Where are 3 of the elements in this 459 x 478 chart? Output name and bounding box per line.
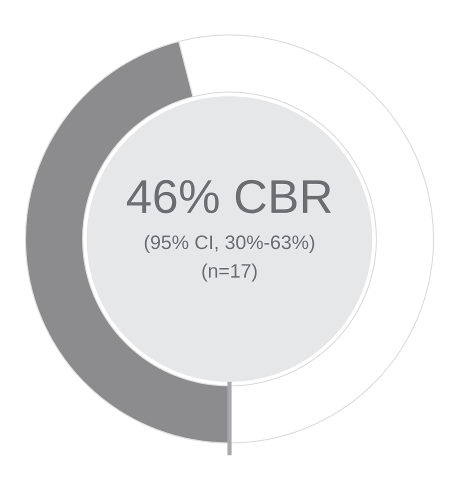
text: (n=17)	[202, 263, 257, 282]
text: 46% CBR	[126, 180, 331, 214]
text: (95% CI, 30%-63%)	[144, 234, 314, 254]
